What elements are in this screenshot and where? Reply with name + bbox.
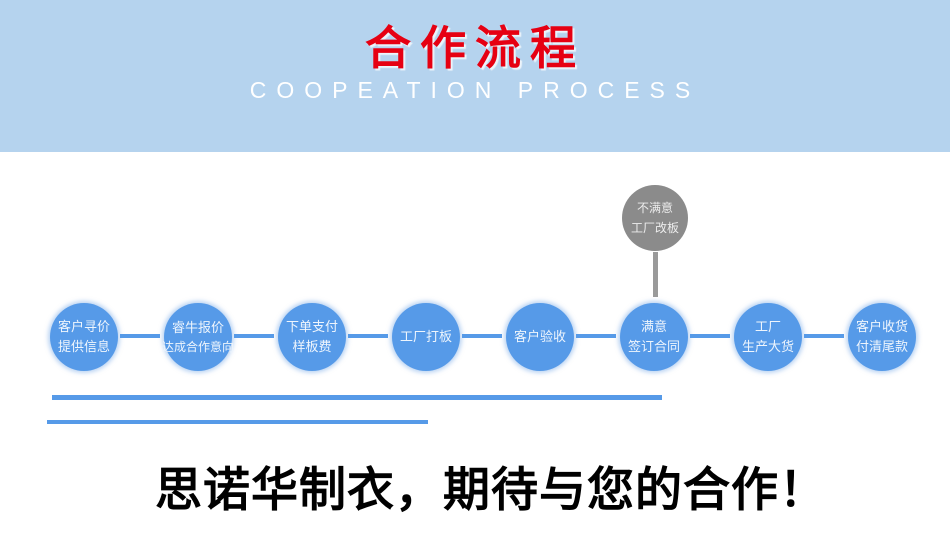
step-1-line-1: 客户寻价 <box>57 318 110 334</box>
connector-line-7 <box>804 334 844 338</box>
step-7-line-2: 生产大货 <box>741 339 794 354</box>
step-circle-3: 下单支付 样板费 <box>278 303 346 371</box>
underline-short <box>47 420 428 424</box>
step-circle-1: 客户寻价 提供信息 <box>50 303 118 371</box>
step-7-line-1: 工厂 <box>754 318 781 334</box>
step-3-line-1: 下单支付 <box>285 318 338 334</box>
step-6-line-1: 满意 <box>640 318 667 334</box>
step-8-line-2: 付清尾款 <box>855 339 908 354</box>
step-5-line-1: 客户验收 <box>513 328 566 344</box>
branch-connector-line <box>653 252 658 297</box>
step-circle-2: 睿牛报价 达成合作意向 <box>162 303 235 371</box>
header-banner: 合作流程 COOPEATION PROCESS <box>0 0 950 152</box>
step-6-line-2: 签订合同 <box>627 339 680 354</box>
branch-line-2: 工厂改板 <box>630 221 679 235</box>
step-2-line-2: 达成合作意向 <box>162 339 235 354</box>
connector-line-2 <box>234 334 274 338</box>
connector-line-5 <box>576 334 616 338</box>
connector-line-6 <box>690 334 730 338</box>
branch-circle-dissatisfied: 不满意 工厂改板 <box>622 185 688 251</box>
step-1-line-2: 提供信息 <box>57 339 110 354</box>
step-circle-6: 满意 签订合同 <box>620 303 688 371</box>
step-4-line-1: 工厂打板 <box>399 328 452 344</box>
step-circle-4: 工厂打板 <box>392 303 460 371</box>
branch-line-1: 不满意 <box>636 200 673 215</box>
page-title: 合作流程 <box>365 22 585 74</box>
connector-line-1 <box>120 334 160 338</box>
connector-line-3 <box>348 334 388 338</box>
step-circle-5: 客户验收 <box>506 303 574 371</box>
step-3-line-2: 样板费 <box>292 339 332 354</box>
step-circle-7: 工厂 生产大货 <box>734 303 802 371</box>
underline-long <box>52 395 662 400</box>
step-8-line-1: 客户收货 <box>855 318 908 334</box>
connector-line-4 <box>462 334 502 338</box>
slogan-text: 思诺华制衣，期待与您的合作！ <box>155 465 827 517</box>
step-circle-8: 客户收货 付清尾款 <box>848 303 916 371</box>
page-subtitle: COOPEATION PROCESS <box>249 76 701 103</box>
step-2-line-1: 睿牛报价 <box>171 319 224 335</box>
